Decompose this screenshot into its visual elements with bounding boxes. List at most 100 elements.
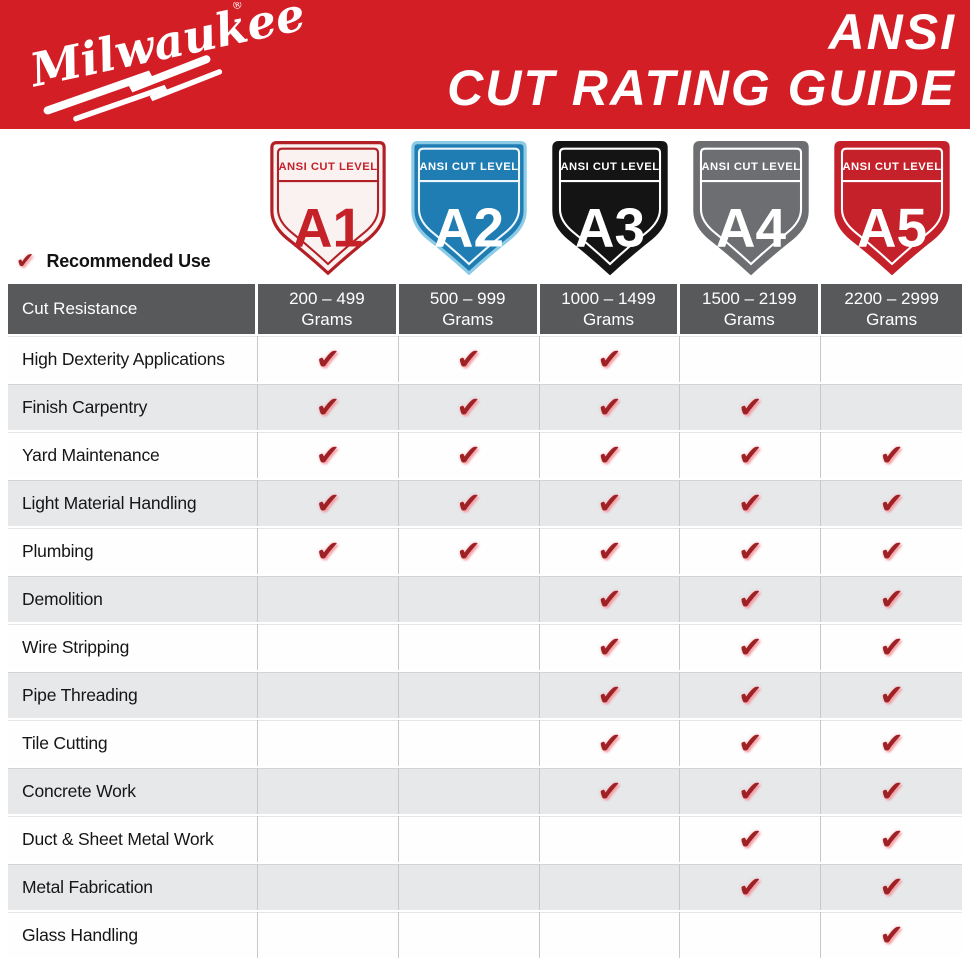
- check-cell: ✔: [399, 336, 540, 382]
- check-icon: ✔: [738, 485, 763, 520]
- check-cell: [399, 912, 540, 958]
- check-cell: ✔: [680, 528, 822, 574]
- check-cell: [258, 720, 399, 766]
- check-icon: ✔: [879, 629, 904, 664]
- column-header-5: 2200 – 2999 Grams: [821, 284, 962, 334]
- milwaukee-logo-text: Milwaukee: [23, 2, 309, 98]
- grams-unit: Grams: [723, 310, 775, 329]
- shield-level-label: A2: [434, 196, 504, 258]
- shield-level-label: A1: [293, 196, 363, 258]
- check-cell: ✔: [821, 576, 962, 622]
- shield-band-label: ANSI CUT LEVEL: [560, 161, 659, 173]
- check-icon: ✔: [738, 437, 763, 472]
- row-label: Light Material Handling: [8, 480, 258, 526]
- check-cell: [399, 672, 540, 718]
- check-cell: ✔: [680, 816, 822, 862]
- table-row: Wire Stripping ✔ ✔ ✔: [8, 624, 962, 672]
- check-icon: ✔: [738, 629, 763, 664]
- row-label: Yard Maintenance: [8, 432, 258, 478]
- check-cell: ✔: [258, 336, 399, 382]
- check-icon: ✔: [315, 341, 341, 376]
- row-label: Demolition: [8, 576, 258, 622]
- check-cell: ✔: [540, 672, 681, 718]
- check-cell: [399, 864, 540, 910]
- row-label: High Dexterity Applications: [8, 336, 258, 382]
- check-cell: [258, 864, 399, 910]
- cut-level-shield-a4: ANSI CUT LEVEL A4: [690, 140, 812, 277]
- check-cell: ✔: [680, 864, 822, 910]
- check-icon: ✔: [456, 341, 481, 376]
- check-icon: ✔: [315, 485, 341, 520]
- check-icon: ✔: [879, 677, 904, 712]
- check-icon: ✔: [879, 533, 904, 568]
- cut-level-shield-a3: ANSI CUT LEVEL A3: [549, 140, 671, 277]
- table-row: Plumbing ✔ ✔ ✔ ✔ ✔: [8, 528, 962, 576]
- grams-unit: Grams: [866, 310, 918, 329]
- check-icon: ✔: [738, 389, 763, 424]
- check-cell: [399, 720, 540, 766]
- check-icon: ✔: [597, 389, 622, 424]
- check-cell: ✔: [540, 624, 681, 670]
- check-cell: ✔: [821, 720, 962, 766]
- lightning-bolt-icon: [73, 69, 223, 122]
- check-cell: [680, 912, 822, 958]
- check-cell: ✔: [540, 720, 681, 766]
- check-icon: ✔: [16, 248, 35, 274]
- check-cell: ✔: [821, 768, 962, 814]
- table-row: Glass Handling ✔: [8, 912, 962, 960]
- check-icon: ✔: [738, 725, 763, 760]
- check-icon: ✔: [738, 677, 763, 712]
- check-cell: [540, 816, 681, 862]
- check-cell: ✔: [680, 720, 822, 766]
- check-cell: [399, 624, 540, 670]
- check-cell: ✔: [680, 768, 822, 814]
- table-row: Pipe Threading ✔ ✔ ✔: [8, 672, 962, 720]
- check-cell: ✔: [540, 384, 681, 430]
- grams-unit: Grams: [582, 310, 634, 329]
- check-icon: ✔: [315, 389, 341, 424]
- row-label: Tile Cutting: [8, 720, 258, 766]
- recommended-use-label: Recommended Use: [46, 250, 211, 271]
- row-label: Wire Stripping: [8, 624, 258, 670]
- check-icon: ✔: [315, 533, 341, 568]
- check-cell: ✔: [680, 384, 822, 430]
- check-icon: ✔: [879, 581, 904, 616]
- row-label: Pipe Threading: [8, 672, 258, 718]
- check-cell: ✔: [540, 336, 681, 382]
- table-body: High Dexterity Applications ✔ ✔ ✔ Finish Car…: [8, 336, 962, 960]
- shield-level-label: A4: [716, 196, 787, 258]
- row-label: Concrete Work: [8, 768, 258, 814]
- row-label: Finish Carpentry: [8, 384, 258, 430]
- check-cell: ✔: [821, 480, 962, 526]
- grams-range: 2200 – 2999: [844, 289, 939, 308]
- grams-range: 1000 – 1499: [561, 289, 656, 308]
- check-cell: ✔: [821, 912, 962, 958]
- table-row: High Dexterity Applications ✔ ✔ ✔: [8, 336, 962, 384]
- check-cell: ✔: [540, 576, 681, 622]
- check-icon: ✔: [879, 725, 904, 760]
- check-cell: ✔: [399, 432, 540, 478]
- check-cell: [821, 384, 962, 430]
- check-icon: ✔: [597, 437, 622, 472]
- table-row: Metal Fabrication ✔ ✔: [8, 864, 962, 912]
- check-cell: ✔: [399, 384, 540, 430]
- check-cell: ✔: [258, 480, 399, 526]
- column-header-3: 1000 – 1499 Grams: [539, 284, 681, 334]
- check-cell: ✔: [680, 576, 822, 622]
- check-cell: ✔: [821, 864, 962, 910]
- table-row: Concrete Work ✔ ✔ ✔: [8, 768, 962, 816]
- cut-level-shield-a2: ANSI CUT LEVEL A2: [408, 140, 530, 277]
- check-icon: ✔: [456, 485, 481, 520]
- check-icon: ✔: [879, 437, 904, 472]
- check-cell: [258, 576, 399, 622]
- check-icon: ✔: [597, 581, 622, 616]
- check-cell: ✔: [540, 528, 681, 574]
- header-banner: Milwaukee ® ANSI CUT RATING GUIDE: [0, 0, 970, 129]
- title-line-ansi: ANSI: [828, 4, 956, 60]
- shield-level-label: A3: [575, 196, 645, 258]
- check-icon: ✔: [597, 341, 622, 376]
- check-cell: [399, 816, 540, 862]
- check-cell: ✔: [258, 384, 399, 430]
- check-icon: ✔: [879, 917, 904, 952]
- shield-inner-border: [558, 147, 662, 266]
